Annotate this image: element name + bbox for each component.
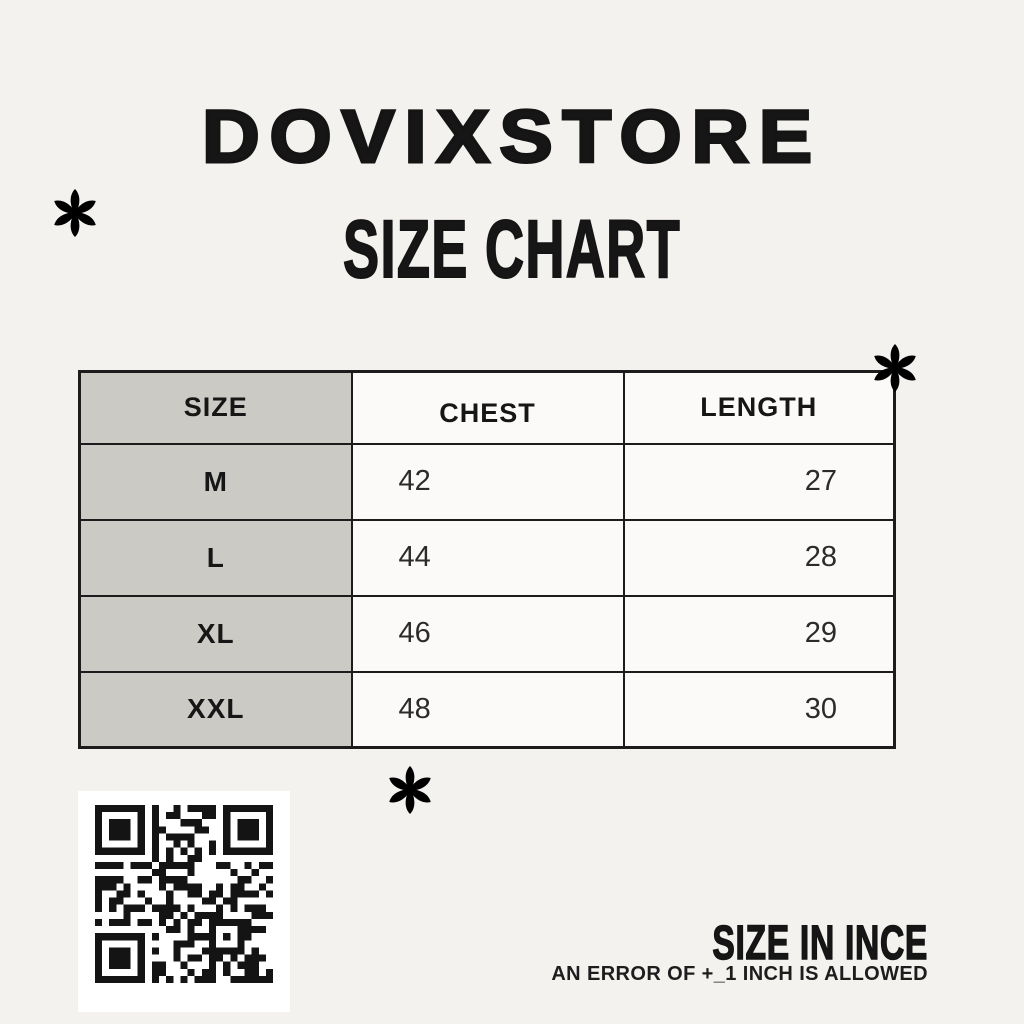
qr-code-image — [95, 805, 273, 983]
unit-note: SIZE IN INCE — [620, 916, 928, 971]
table-row: XXL 48 30 — [78, 670, 896, 749]
column-header-length: LENGTH — [622, 370, 896, 445]
table-row: M 42 27 — [78, 442, 896, 521]
size-cell: M — [78, 442, 353, 521]
column-header-size: SIZE — [78, 370, 353, 445]
length-cell: 28 — [622, 518, 896, 597]
size-cell: XL — [78, 594, 353, 673]
asterisk-icon — [387, 766, 433, 814]
unit-note-text: SIZE IN INCE — [712, 916, 928, 971]
size-table: SIZE CHEST LENGTH M 42 27 L 44 28 XL 46 … — [78, 370, 896, 749]
qr-code — [78, 791, 290, 1012]
asterisk-icon — [52, 189, 98, 237]
chest-cell: 44 — [350, 518, 625, 597]
chest-cell: 42 — [350, 442, 625, 521]
page-title-text: SIZE CHART — [342, 203, 681, 296]
brand-title: DOVIXSTORE — [0, 94, 1024, 180]
table-row: L 44 28 — [78, 518, 896, 597]
page-title: SIZE CHART — [0, 203, 1024, 297]
error-note: AN ERROR OF +_1 INCH IS ALLOWED — [551, 963, 928, 985]
asterisk-icon — [872, 344, 918, 392]
length-cell: 30 — [622, 670, 896, 749]
chest-cell: 46 — [350, 594, 625, 673]
length-cell: 29 — [622, 594, 896, 673]
length-cell: 27 — [622, 442, 896, 521]
brand-title-text: DOVIXSTORE — [200, 94, 822, 180]
table-header-row: SIZE CHEST LENGTH — [78, 370, 896, 445]
size-cell: L — [78, 518, 353, 597]
chest-cell: 48 — [350, 670, 625, 749]
size-cell: XXL — [78, 670, 353, 749]
column-header-chest: CHEST — [350, 370, 625, 445]
table-row: XL 46 29 — [78, 594, 896, 673]
